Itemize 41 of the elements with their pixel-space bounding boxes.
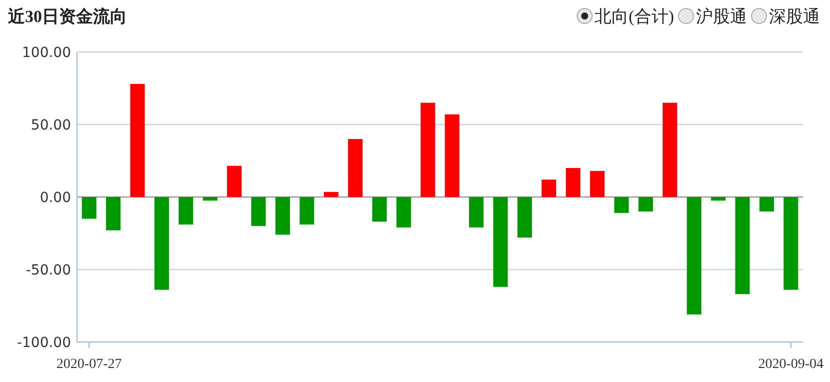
bar [202, 197, 218, 201]
bar [469, 197, 484, 228]
bar [275, 197, 290, 235]
x-tick-label: 2020-07-27 [56, 357, 122, 372]
bar [735, 197, 750, 294]
bar [106, 197, 121, 230]
bar [686, 197, 702, 314]
bar [348, 139, 363, 197]
bar [517, 197, 532, 238]
bar [396, 197, 411, 228]
bar [566, 168, 580, 197]
text: 沪股通 [696, 7, 747, 26]
bar [178, 197, 194, 225]
text: 北向(合计) [594, 7, 674, 26]
chart-title: 近30日资金流向 [7, 7, 127, 26]
x-tick-label: 2020-09-04 [758, 357, 824, 372]
bar [614, 197, 629, 213]
bar [420, 102, 436, 197]
bar [251, 197, 266, 226]
y-tick-label: -50.00 [26, 262, 71, 278]
bar [154, 197, 169, 290]
bar [662, 102, 678, 197]
y-tick-label: 100.00 [22, 45, 71, 61]
y-tick-label: -100.00 [16, 335, 71, 351]
bar [444, 114, 460, 197]
text: 深股通 [769, 7, 820, 26]
bar [542, 180, 556, 197]
y-tick-label: 0.00 [40, 190, 71, 206]
bar [130, 84, 145, 197]
bar [82, 197, 96, 219]
bar [300, 197, 314, 225]
bar [324, 192, 338, 197]
bar [759, 197, 774, 212]
bar [784, 197, 798, 290]
bar [372, 197, 387, 222]
bar [590, 170, 605, 197]
bar [711, 197, 726, 201]
y-tick-label: 50.00 [30, 118, 71, 134]
bar [638, 197, 653, 212]
bar [227, 166, 242, 197]
bar [493, 197, 508, 287]
